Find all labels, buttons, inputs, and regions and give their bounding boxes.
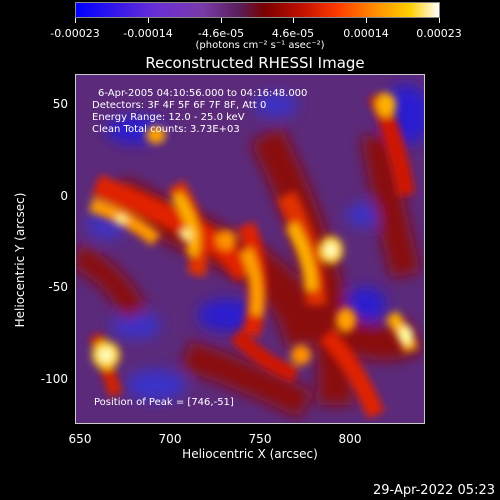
colorbar-tick [293,18,294,23]
colorbar-tick [221,18,222,23]
x-tick-label: 700 [158,432,182,446]
rhessi-image: 6-Apr-2005 04:10:56.000 to 04:16:48.000 … [75,74,425,424]
colorbar-tick [75,18,76,23]
rhessi-image-canvas [76,75,424,423]
time-range: 6-Apr-2005 04:10:56.000 to 04:16:48.000 [98,88,308,99]
colorbar-tick [366,18,367,23]
y-tick-label: 0 [60,189,68,203]
clean-total-counts: Clean Total counts: 3.73E+03 [92,124,240,135]
y-tick-label: -100 [40,372,68,386]
colorbar [75,2,440,18]
plot-title: Reconstructed RHESSI Image [145,54,365,72]
y-axis-label: Heliocentric Y (arcsec) [13,192,27,328]
x-tick-label: 800 [338,432,362,446]
colorbar-label: 4.6e-05 [271,27,315,40]
colorbar-label: 0.00023 [416,27,462,40]
colorbar-label: -4.6e-05 [197,27,245,40]
colorbar-units: (photons cm⁻² s⁻¹ asec⁻²) [195,40,325,51]
colorbar-tick [148,18,149,23]
x-axis-label: Heliocentric X (arcsec) [182,447,318,461]
energy-range: Energy Range: 12.0 - 25.0 keV [92,112,245,123]
colorbar-label: -0.00023 [50,27,100,40]
peak-position: Position of Peak = [746,-51] [94,397,234,408]
detectors: Detectors: 3F 4F 5F 6F 7F 8F, Att 0 [92,100,267,111]
x-tick-label: 650 [68,432,92,446]
x-tick-label: 750 [248,432,272,446]
y-tick-label: 50 [52,97,68,111]
colorbar-tick [439,18,440,23]
timestamp: 29-Apr-2022 05:23 [373,483,495,498]
y-tick-label: -50 [48,280,68,294]
colorbar-label: -0.00014 [123,27,173,40]
colorbar-label: 0.00014 [343,27,389,40]
